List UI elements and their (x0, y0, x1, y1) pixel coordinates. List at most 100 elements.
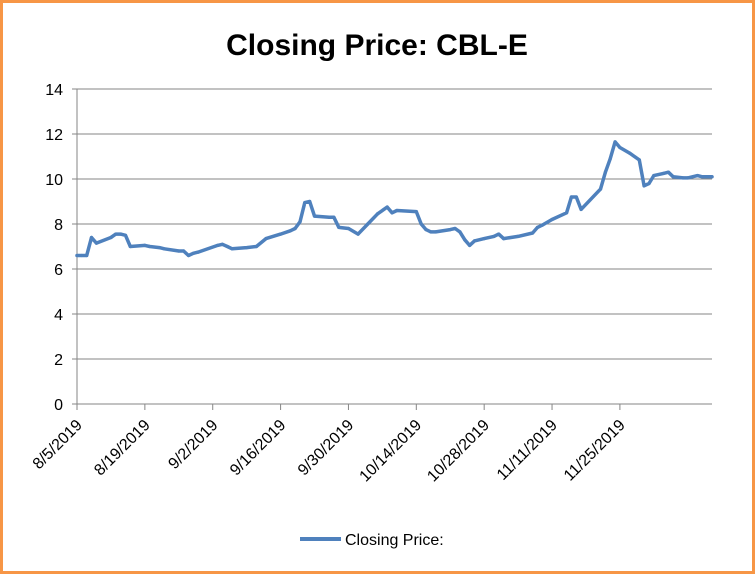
x-tick-label-8: 11/25/2019 (561, 417, 629, 485)
data-point-37 (356, 232, 360, 236)
data-point-36 (346, 226, 351, 231)
data-point-66 (579, 207, 583, 211)
data-point-76 (652, 174, 656, 178)
x-tick-label-0: 8/5/2019 (30, 417, 86, 473)
data-point-60 (535, 225, 540, 229)
data-point-64 (569, 195, 574, 199)
x-tick-label-3: 9/16/2019 (227, 417, 289, 479)
line-chart: Closing Price: CBL-E 0 2 4 6 8 10 12 14 8/5/201… (30, 29, 714, 549)
data-point-53 (472, 239, 477, 243)
y-tick-label-4: 8 (54, 217, 63, 234)
data-point-8 (123, 233, 128, 237)
data-point-63 (565, 211, 569, 215)
data-point-20 (220, 242, 224, 246)
data-point-18 (196, 250, 200, 254)
data-point-14 (177, 249, 181, 253)
data-point-1 (80, 253, 84, 258)
data-point-22 (230, 247, 234, 251)
data-point-32 (312, 214, 317, 218)
data-point-21 (225, 244, 229, 249)
data-point-40 (385, 205, 389, 209)
data-point-30 (303, 201, 307, 205)
data-point-27 (288, 229, 292, 233)
data-point-39 (375, 212, 380, 216)
legend-label: Closing Price: (345, 532, 444, 549)
series-line-0 (75, 140, 714, 258)
series-group (75, 140, 714, 258)
x-tick-label-1: 8/19/2019 (91, 417, 153, 479)
data-point-33 (327, 215, 331, 219)
data-point-43 (414, 210, 418, 214)
y-tick-label-3: 6 (54, 262, 63, 279)
data-point-55 (492, 234, 496, 238)
data-point-67 (598, 187, 603, 191)
data-point-17 (191, 251, 195, 255)
data-point-2 (85, 253, 89, 258)
data-point-23 (245, 246, 249, 250)
data-point-74 (642, 184, 646, 188)
data-point-7 (119, 232, 123, 236)
data-point-48 (448, 228, 452, 232)
data-point-84 (705, 175, 709, 179)
data-point-25 (264, 237, 268, 241)
data-point-82 (695, 174, 700, 178)
data-point-35 (337, 225, 341, 229)
data-point-12 (157, 246, 161, 250)
data-point-13 (162, 247, 166, 251)
data-point-85 (710, 175, 714, 179)
y-tick-label-6: 12 (45, 127, 63, 144)
data-point-69 (608, 157, 612, 161)
data-point-79 (671, 175, 675, 179)
x-tick-label-5: 10/14/2019 (356, 417, 425, 486)
data-point-4 (94, 241, 98, 245)
data-point-47 (434, 230, 438, 234)
data-point-78 (666, 170, 671, 174)
data-point-16 (186, 253, 191, 258)
data-point-28 (293, 226, 297, 231)
data-point-3 (89, 235, 94, 240)
data-point-72 (628, 151, 632, 155)
data-point-0 (75, 253, 79, 258)
data-point-10 (143, 243, 147, 247)
data-point-46 (429, 230, 433, 234)
data-point-50 (458, 230, 462, 234)
data-point-59 (531, 231, 535, 235)
data-point-81 (686, 176, 690, 180)
y-tick-label-0: 0 (54, 397, 63, 414)
data-point-6 (114, 232, 118, 236)
data-point-34 (332, 215, 336, 219)
y-tick-label-5: 10 (45, 172, 63, 189)
data-point-45 (424, 228, 428, 232)
y-tick-label-2: 4 (54, 307, 63, 324)
data-point-31 (308, 199, 312, 204)
x-axis-ticks: 8/5/2019 8/19/2019 9/2/2019 9/16/2019 9/30/2… (30, 404, 629, 485)
data-point-24 (254, 244, 258, 249)
y-axis-ticks: 0 2 4 6 8 10 12 14 (45, 82, 77, 414)
data-point-41 (390, 211, 394, 215)
x-tick-label-6: 10/28/2019 (424, 417, 493, 486)
data-point-26 (279, 232, 283, 236)
y-tick-label-1: 2 (54, 352, 63, 369)
x-tick-label-4: 9/30/2019 (295, 417, 357, 479)
data-point-57 (502, 237, 506, 241)
data-point-49 (453, 226, 457, 231)
data-point-83 (700, 175, 704, 179)
data-point-65 (574, 195, 578, 199)
data-point-51 (463, 238, 467, 242)
data-point-62 (550, 217, 554, 222)
grid-lines (77, 88, 712, 360)
chart-title: Closing Price: CBL-E (226, 29, 528, 62)
data-point-52 (468, 243, 472, 247)
data-point-56 (497, 232, 501, 236)
data-point-68 (603, 170, 608, 174)
legend: Closing Price: (300, 532, 444, 549)
data-point-61 (540, 223, 544, 227)
data-point-71 (618, 145, 622, 150)
data-point-38 (366, 222, 370, 226)
data-point-44 (419, 222, 423, 226)
data-point-42 (395, 208, 399, 213)
data-point-77 (661, 171, 666, 175)
y-tick-label-7: 14 (45, 82, 63, 99)
data-point-70 (613, 140, 617, 144)
